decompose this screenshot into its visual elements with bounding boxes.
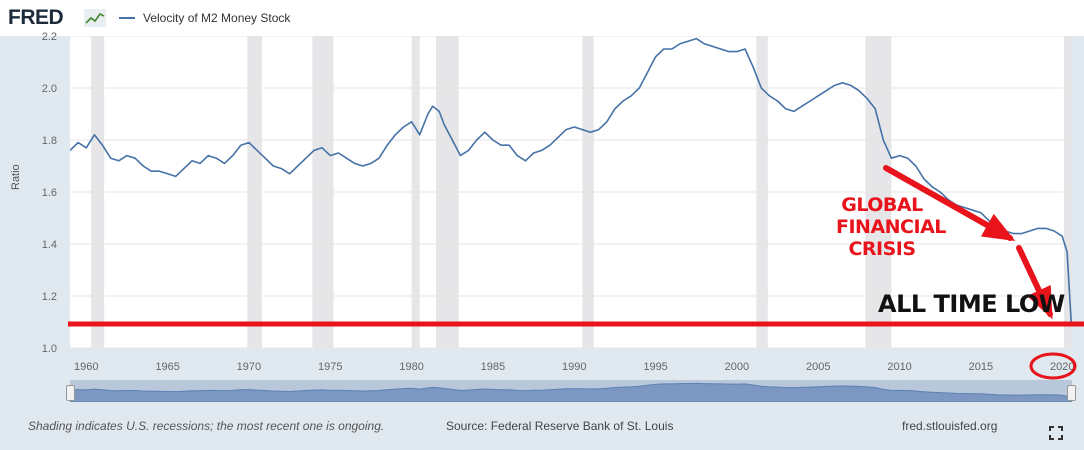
legend-label: Velocity of M2 Money Stock (143, 11, 291, 25)
x-tick-label: 1995 (643, 361, 667, 373)
2020-highlight-ellipse (1029, 352, 1077, 380)
y-tick-label: 1.4 (42, 239, 57, 251)
x-tick-label: 2015 (969, 361, 993, 373)
source-text: Source: Federal Reserve Bank of St. Loui… (446, 419, 674, 433)
y-axis-label: Ratio (10, 164, 22, 190)
velocity-chart[interactable] (70, 36, 1072, 348)
x-tick-label: 2010 (887, 361, 911, 373)
x-tick-label: 1990 (562, 361, 586, 373)
range-navigator[interactable] (70, 380, 1072, 402)
fullscreen-icon[interactable] (1049, 426, 1063, 440)
navigator-right-handle[interactable] (1067, 385, 1076, 401)
crisis-annotation: GLOBAL FINANCIAL CRISIS (836, 194, 946, 260)
fred-url-link[interactable]: fred.stlouisfed.org (902, 419, 998, 433)
chart-legend[interactable]: Velocity of M2 Money Stock (119, 11, 290, 25)
crisis-line-2: FINANCIAL (836, 216, 946, 238)
x-tick-label: 1980 (399, 361, 423, 373)
y-tick-label: 1.6 (42, 187, 57, 199)
navigator-area (70, 382, 1072, 402)
x-tick-label: 1965 (155, 361, 179, 373)
fred-logo-chart-icon (84, 9, 106, 27)
x-tick-label: 1970 (237, 361, 261, 373)
x-tick-label: 1975 (318, 361, 342, 373)
navigator-left-handle[interactable] (66, 385, 75, 401)
y-tick-label: 1.8 (42, 135, 57, 147)
y-tick-label: 1.2 (42, 291, 57, 303)
x-tick-label: 2005 (806, 361, 830, 373)
x-tick-label: 1960 (74, 361, 98, 373)
y-tick-label: 1.0 (42, 343, 57, 355)
crisis-line-3: CRISIS (848, 238, 916, 260)
x-tick-label: 2020 (1050, 361, 1074, 373)
x-tick-label: 2000 (725, 361, 749, 373)
crisis-line-1: GLOBAL (841, 194, 923, 216)
series-line (70, 37, 1072, 323)
x-tick-label: 1985 (481, 361, 505, 373)
y-tick-label: 2.0 (42, 83, 57, 95)
legend-line-swatch (119, 17, 135, 19)
chart-header: FRED Velocity of M2 Money Stock (0, 0, 1084, 36)
all-time-low-annotation: ALL TIME LOW (878, 290, 1065, 318)
fred-logo[interactable]: FRED (8, 6, 64, 29)
recession-note: Shading indicates U.S. recessions; the m… (28, 419, 385, 433)
